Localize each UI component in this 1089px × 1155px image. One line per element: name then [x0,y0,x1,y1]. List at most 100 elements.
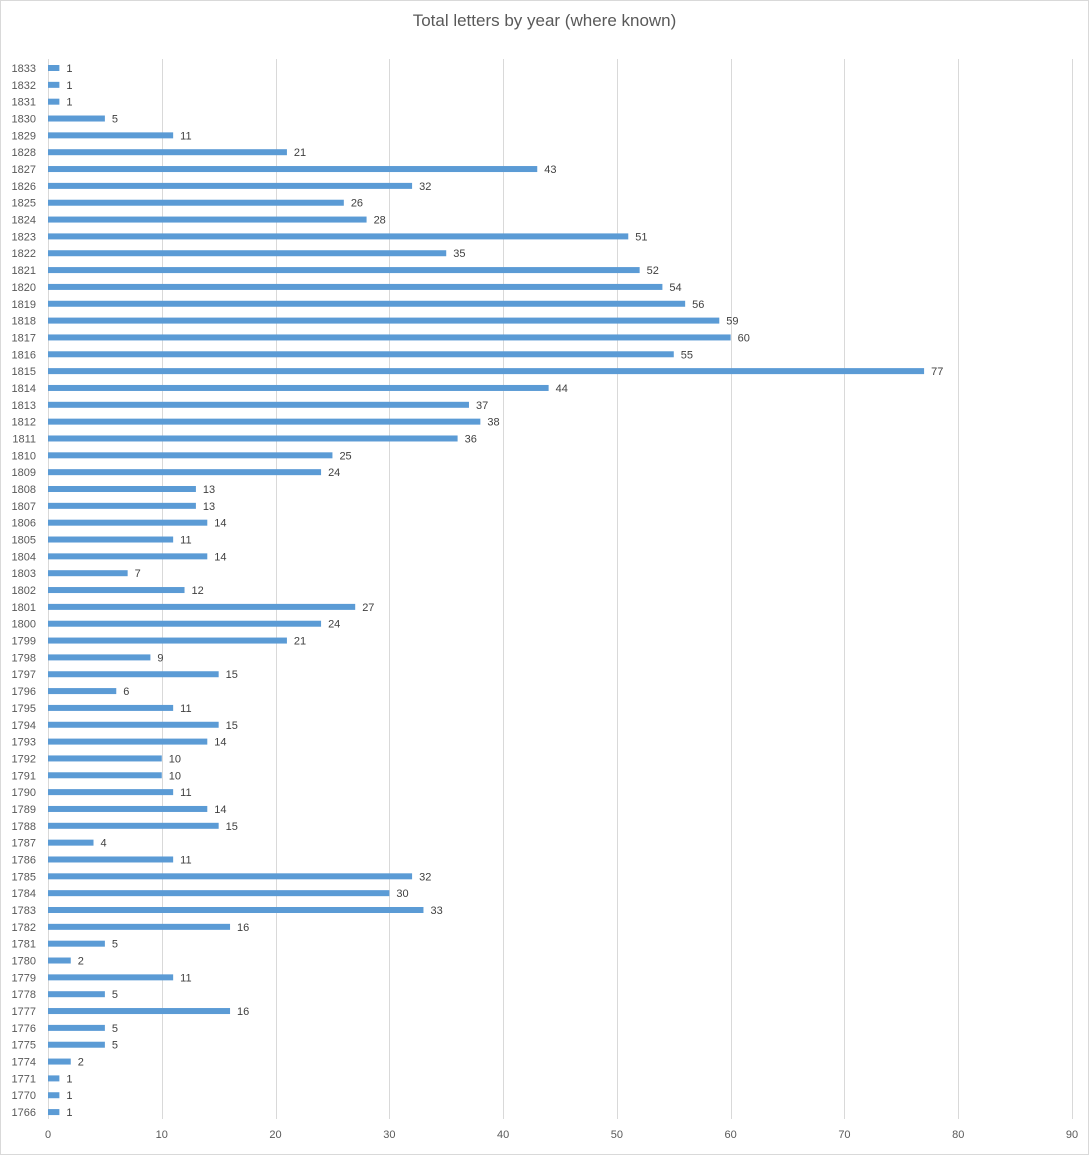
category-label: 1807 [12,501,36,513]
category-label: 1826 [12,181,36,193]
category-label: 1801 [12,602,36,614]
category-label: 1780 [12,956,36,968]
category-label: 1792 [12,753,36,765]
category-label: 1800 [12,619,36,631]
data-label: 38 [487,417,499,429]
category-label: 1833 [12,63,36,75]
bar-1800 [48,620,322,627]
bar-1819 [48,300,686,307]
category-label: 1783 [12,905,36,917]
x-tick-label: 30 [383,1129,395,1141]
x-tick-label: 50 [611,1129,623,1141]
data-label: 36 [465,433,477,445]
data-label: 10 [169,770,181,782]
category-label: 1817 [12,332,36,344]
category-label: 1793 [12,737,36,749]
bar-1782 [48,923,231,930]
category-label: 1818 [12,316,36,328]
category-label: 1810 [12,450,36,462]
bar-1771 [48,1075,60,1082]
data-label: 32 [419,871,431,883]
data-label: 21 [294,147,306,159]
bar-1802 [48,587,185,594]
data-label: 77 [931,366,943,378]
x-tick-label: 0 [45,1129,51,1141]
bar-1781 [48,940,105,947]
bar-1817 [48,334,731,341]
category-label: 1785 [12,871,36,883]
bar-1776 [48,1024,105,1031]
x-axis-tick-labels: 0 10 20 30 40 50 60 70 80 90 [45,1129,1078,1141]
bar-1798 [48,654,151,661]
data-label: 13 [203,484,215,496]
category-label: 1778 [12,989,36,1001]
category-label: 1790 [12,787,36,799]
category-label: 1794 [12,720,36,732]
data-label: 51 [635,231,647,243]
bar-1811 [48,435,458,442]
data-label: 7 [135,568,141,580]
bar-1774 [48,1058,71,1065]
category-label: 1821 [12,265,36,277]
category-label: 1787 [12,838,36,850]
data-label: 5 [112,989,118,1001]
category-label: 1806 [12,518,36,530]
data-label: 12 [192,585,204,597]
data-label: 11 [180,535,191,547]
bar-1803 [48,570,128,577]
data-label: 24 [328,467,340,479]
category-label: 1774 [12,1057,36,1069]
data-label: 28 [374,215,386,227]
data-label: 35 [453,248,465,260]
bar-1813 [48,401,469,408]
bar-1793 [48,738,208,745]
category-label: 1798 [12,652,36,664]
data-label: 59 [726,316,738,328]
bar-1787 [48,839,94,846]
data-label: 16 [237,1006,249,1018]
bar-1799 [48,637,287,644]
data-labels: 1115112143322628513552545659605577443738… [66,63,943,1119]
data-label: 21 [294,636,306,648]
category-label: 1822 [12,248,36,260]
data-label: 15 [226,669,238,681]
category-label: 1782 [12,922,36,934]
category-label: 1809 [12,467,36,479]
bar-1820 [48,283,663,290]
data-label: 24 [328,619,340,631]
category-label: 1828 [12,147,36,159]
category-label: 1789 [12,804,36,816]
data-label: 60 [738,332,750,344]
data-label: 5 [112,114,118,126]
bar-1783 [48,907,424,913]
bar-1797 [48,671,219,678]
bar-1785 [48,873,413,880]
category-label: 1829 [12,130,36,142]
data-label: 11 [180,854,191,866]
category-label: 1804 [12,551,36,563]
data-label: 1 [66,1107,72,1119]
data-label: 27 [362,602,374,614]
bar-1789 [48,805,208,812]
data-label: 43 [544,164,556,176]
data-label: 32 [419,181,431,193]
data-label: 14 [214,737,226,749]
category-label: 1830 [12,114,36,126]
data-label: 56 [692,299,704,311]
data-label: 9 [157,652,163,664]
category-label: 1824 [12,215,36,227]
category-label: 1781 [12,939,36,951]
data-label: 1 [66,1073,72,1085]
category-label: 1813 [12,400,36,412]
data-label: 5 [112,1023,118,1035]
data-label: 11 [180,972,191,984]
category-label: 1766 [12,1107,36,1119]
x-tick-label: 60 [725,1129,737,1141]
bar-1815 [48,368,925,375]
category-label: 1827 [12,164,36,176]
category-label: 1779 [12,972,36,984]
bar-1775 [48,1041,105,1048]
data-label: 5 [112,939,118,951]
